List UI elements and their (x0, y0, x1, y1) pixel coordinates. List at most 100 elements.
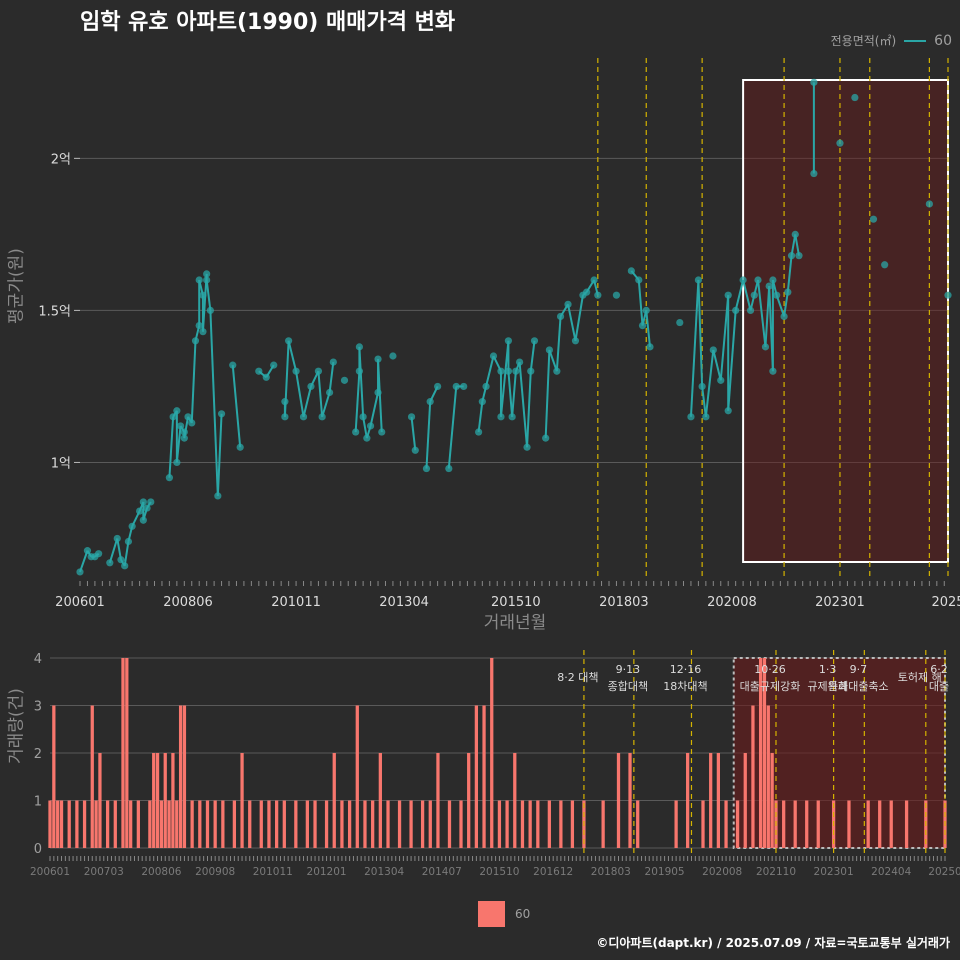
x-tick-label-price: 202301 (815, 595, 865, 610)
price-point (515, 358, 524, 366)
y-tick-label-volume: 4 (34, 652, 42, 667)
price-point (366, 422, 375, 430)
price-point (169, 413, 177, 421)
price-line-segment (79, 550, 89, 573)
price-line-segment (507, 371, 514, 417)
price-point (143, 504, 151, 512)
volume-bar (428, 800, 432, 848)
volume-bar (782, 800, 786, 848)
price-line-segment (786, 255, 793, 293)
volume-bar (363, 800, 367, 848)
price-point (139, 498, 147, 506)
x-tick-label-price: 2025 (931, 595, 960, 610)
price-point (255, 367, 263, 375)
price-line-segment (712, 349, 722, 381)
price-line-segment (354, 371, 361, 433)
price-point (564, 300, 572, 308)
price-point (307, 382, 315, 391)
volume-bar (259, 800, 263, 848)
legend-line-swatch (904, 39, 927, 42)
volume-bar (628, 753, 632, 848)
x-tick-label-volume: 201510 (479, 866, 519, 878)
price-point (117, 556, 125, 564)
policy-annotation: 6·2 (930, 663, 948, 676)
price-point (795, 252, 803, 260)
price-point (676, 318, 684, 327)
volume-bar (305, 800, 309, 848)
price-point (374, 388, 382, 397)
price-line-segment (764, 286, 771, 347)
price-point (106, 559, 114, 567)
price-point (355, 343, 363, 351)
volume-bar (770, 753, 774, 848)
volume-bar (520, 800, 525, 848)
price-point (359, 413, 367, 421)
volume-bar (616, 753, 621, 848)
volume-bar (148, 800, 152, 848)
price-point (732, 306, 740, 314)
volume-bar (420, 800, 425, 848)
volume-bar (213, 800, 217, 848)
price-point (769, 276, 777, 284)
policy-annotation: 9·13 (616, 663, 641, 676)
price-point (426, 398, 434, 406)
volume-bar (129, 800, 133, 848)
volume-bar (505, 800, 509, 848)
volume-bar (386, 800, 390, 848)
volume-bar (497, 800, 502, 848)
volume-bar (528, 800, 532, 848)
volume-bar (805, 800, 809, 848)
price-point (787, 252, 796, 260)
price-point (717, 376, 725, 384)
price-point (527, 367, 535, 375)
price-line-segment (287, 340, 298, 372)
x-tick-label-price: 201803 (599, 595, 649, 610)
volume-bar (674, 800, 678, 848)
volume-bar (601, 800, 605, 848)
volume-bar (205, 800, 210, 848)
price-point (184, 413, 192, 421)
price-line-segment (727, 310, 737, 411)
volume-bar (482, 705, 486, 848)
volume-bar (136, 800, 140, 848)
volume-bar (636, 800, 640, 848)
price-point (594, 291, 602, 299)
price-point (698, 382, 706, 391)
x-tick-label-price: 200806 (163, 595, 213, 610)
volume-bar (94, 800, 98, 848)
price-line-segment (742, 279, 752, 311)
volume-bar (167, 800, 171, 848)
policy-annotation: 종합대책 (608, 680, 648, 693)
price-point (199, 328, 207, 336)
price-point (583, 288, 591, 296)
price-line-segment (704, 349, 715, 417)
price-point (694, 276, 703, 284)
volume-bar (459, 800, 463, 848)
price-point (542, 434, 550, 442)
volume-bar (152, 753, 156, 848)
price-line-segment (783, 292, 789, 317)
volume-bar (190, 800, 194, 848)
price-line-segment (295, 371, 305, 417)
volume-bar (378, 753, 382, 848)
price-line-segment (425, 401, 432, 469)
policy-annotation: 대출규제강화 (740, 680, 801, 693)
price-point (340, 376, 349, 384)
price-line-segment (216, 413, 223, 496)
legend-title: 전용면적(㎡) (830, 34, 897, 48)
price-point (504, 337, 513, 345)
volume-bar (447, 800, 452, 848)
volume-bar (766, 705, 770, 848)
x-tick-label-price: 201304 (379, 595, 429, 610)
volume-bar (175, 800, 179, 848)
x-tick-label-price: 202008 (707, 595, 757, 610)
volume-bar (397, 800, 402, 848)
price-point (270, 361, 278, 369)
x-tick-label-volume: 200908 (195, 866, 235, 878)
price-line-segment (108, 538, 119, 564)
volume-bar (889, 800, 893, 848)
volume-bar (98, 753, 102, 848)
policy-annotation: 토허제 해 (898, 670, 942, 684)
volume-bar (52, 705, 56, 848)
price-point (121, 562, 129, 570)
